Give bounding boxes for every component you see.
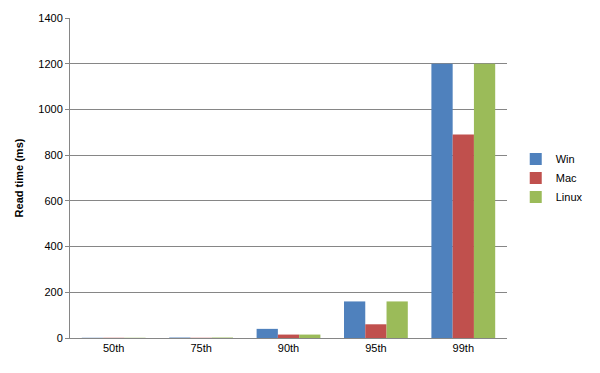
svg-text:75th: 75th (190, 342, 211, 354)
svg-text:800: 800 (44, 149, 62, 161)
svg-text:Linux: Linux (556, 191, 583, 203)
svg-text:1200: 1200 (38, 58, 62, 70)
svg-text:90th: 90th (278, 342, 299, 354)
svg-text:1400: 1400 (38, 12, 62, 24)
svg-text:0: 0 (57, 332, 63, 344)
svg-text:Read time (ms): Read time (ms) (13, 138, 25, 217)
svg-text:50th: 50th (103, 342, 124, 354)
svg-text:600: 600 (44, 195, 62, 207)
svg-text:Mac: Mac (556, 172, 577, 184)
svg-text:95th: 95th (365, 342, 386, 354)
svg-text:400: 400 (44, 240, 62, 252)
svg-text:200: 200 (44, 286, 62, 298)
svg-text:Win: Win (556, 153, 575, 165)
svg-text:1000: 1000 (38, 103, 62, 115)
svg-text:99th: 99th (453, 342, 474, 354)
